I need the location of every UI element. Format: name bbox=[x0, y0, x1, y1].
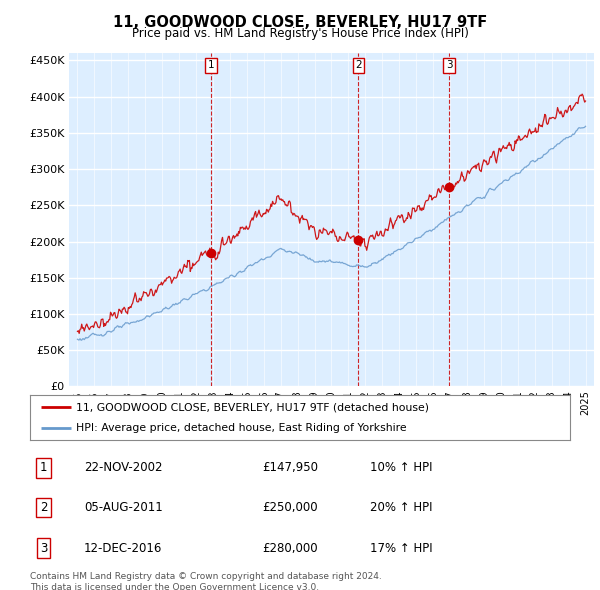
Text: £147,950: £147,950 bbox=[262, 461, 318, 474]
Text: 05-AUG-2011: 05-AUG-2011 bbox=[84, 501, 163, 514]
Text: 11, GOODWOOD CLOSE, BEVERLEY, HU17 9TF (detached house): 11, GOODWOOD CLOSE, BEVERLEY, HU17 9TF (… bbox=[76, 402, 429, 412]
Text: Price paid vs. HM Land Registry's House Price Index (HPI): Price paid vs. HM Land Registry's House … bbox=[131, 27, 469, 40]
Text: 17% ↑ HPI: 17% ↑ HPI bbox=[370, 542, 433, 555]
Text: 11, GOODWOOD CLOSE, BEVERLEY, HU17 9TF: 11, GOODWOOD CLOSE, BEVERLEY, HU17 9TF bbox=[113, 15, 487, 30]
Text: 22-NOV-2002: 22-NOV-2002 bbox=[84, 461, 163, 474]
Text: 3: 3 bbox=[40, 542, 47, 555]
Text: 3: 3 bbox=[446, 60, 452, 70]
Text: Contains HM Land Registry data © Crown copyright and database right 2024.
This d: Contains HM Land Registry data © Crown c… bbox=[30, 572, 382, 590]
Text: 2: 2 bbox=[355, 60, 362, 70]
Text: 1: 1 bbox=[40, 461, 47, 474]
Text: HPI: Average price, detached house, East Riding of Yorkshire: HPI: Average price, detached house, East… bbox=[76, 424, 407, 434]
Text: £280,000: £280,000 bbox=[262, 542, 318, 555]
Text: 20% ↑ HPI: 20% ↑ HPI bbox=[370, 501, 433, 514]
Text: 10% ↑ HPI: 10% ↑ HPI bbox=[370, 461, 433, 474]
Text: 1: 1 bbox=[208, 60, 215, 70]
Text: 2: 2 bbox=[40, 501, 47, 514]
Text: 12-DEC-2016: 12-DEC-2016 bbox=[84, 542, 163, 555]
Text: £250,000: £250,000 bbox=[262, 501, 318, 514]
